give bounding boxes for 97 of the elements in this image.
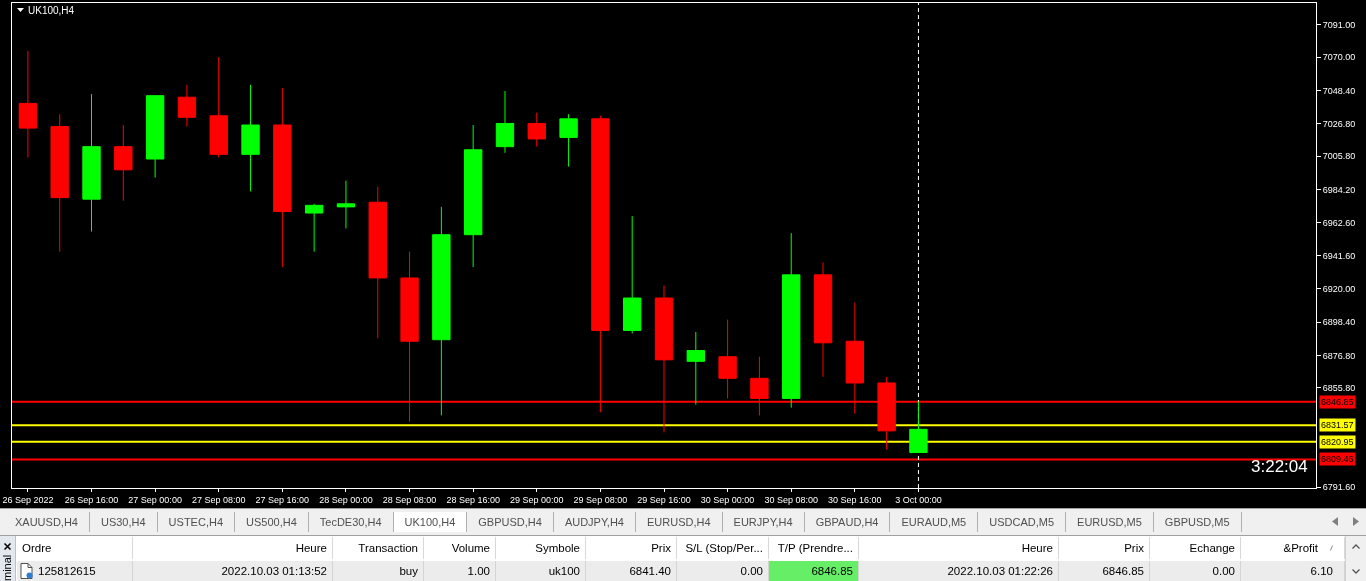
- text: US30,H4: [89, 512, 158, 532]
- text: GBPAUD,H4: [804, 512, 891, 532]
- candlestick: [813, 261, 833, 378]
- category-label: Volume: [424, 537, 496, 559]
- category-label: Heure: [859, 537, 1059, 559]
- candlestick: [114, 124, 133, 202]
- candlestick: [909, 401, 928, 453]
- ref-line-label: 6820.95: [1321, 437, 1354, 447]
- candlestick: [432, 206, 451, 416]
- category-label: T/P (Prendre...: [769, 537, 859, 559]
- x-tick-label: 30 Sep 16:00: [828, 494, 882, 505]
- category-label: Ordre: [17, 537, 133, 559]
- y-tick-label: 6876.80: [1322, 350, 1356, 361]
- candlestick: [336, 180, 356, 230]
- text: EURJPY,H4: [722, 512, 805, 532]
- text: US500,H4: [235, 512, 309, 532]
- ref-line-label: 6831.57: [1321, 420, 1354, 430]
- text: EURAUD,M5: [890, 512, 979, 532]
- category-label: Prix: [1059, 537, 1150, 559]
- x-tick-label: 30 Sep 00:00: [700, 494, 755, 505]
- category-label: Prix: [586, 537, 677, 559]
- y-tick-label: 6962.60: [1322, 218, 1356, 229]
- candlestick: [145, 95, 165, 179]
- category-label: 6846.85: [769, 561, 859, 581]
- y-tick-label: 7026.80: [1322, 118, 1356, 129]
- x-tick-label: 28 Sep 00:00: [319, 494, 373, 505]
- category-label: 2022.10.03 01:22:26: [859, 561, 1059, 581]
- candlestick: [50, 113, 69, 253]
- y-tick-label: 7091.00: [1322, 19, 1356, 30]
- candlestick: [463, 124, 483, 268]
- candlestick: [177, 84, 197, 128]
- category-label: 2022.10.03 01:13:52: [133, 561, 333, 581]
- category-label: 0.00: [677, 561, 769, 581]
- x-tick-label: 29 Sep 08:00: [573, 494, 628, 505]
- category-label: &Profit: [1241, 537, 1345, 559]
- x-tick-label: 29 Sep 00:00: [510, 494, 564, 505]
- x-tick-label: 27 Sep 16:00: [255, 494, 310, 505]
- candlestick: [209, 56, 228, 158]
- annotation: 3:22:04: [1251, 457, 1308, 476]
- category-label: Symbole: [496, 537, 586, 559]
- candlestick: [273, 87, 292, 268]
- candlestick: [782, 232, 801, 409]
- category-label: buy: [333, 561, 424, 581]
- category-label: 125812615: [17, 561, 133, 581]
- text: UK100,H4: [393, 512, 468, 532]
- candlestick: [304, 203, 324, 253]
- category-label: 1.00: [424, 561, 496, 581]
- x-tick-label: 26 Sep 16:00: [64, 494, 119, 505]
- category-label: Echange: [1150, 537, 1241, 559]
- ref-line-label: 6809.46: [1321, 454, 1354, 464]
- x-tick-label: 27 Sep 08:00: [191, 494, 246, 505]
- x-tick-label: 27 Sep 00:00: [128, 494, 182, 505]
- candlestick: [368, 186, 387, 339]
- text: USDCAD,M5: [978, 512, 1067, 532]
- x-tick-label: 28 Sep 16:00: [446, 494, 500, 505]
- text: USTEC,H4: [157, 512, 236, 532]
- category-label: uk100: [496, 561, 586, 581]
- candlestick: [527, 112, 546, 148]
- text: GBPUSD,H4: [467, 512, 554, 532]
- y-tick-label: 6898.40: [1322, 317, 1356, 328]
- candlestick: [559, 113, 578, 168]
- y-tick-label: 6941.60: [1322, 250, 1356, 261]
- y-tick-label: 7005.80: [1322, 151, 1356, 162]
- x-tick-label: 30 Sep 08:00: [764, 494, 818, 505]
- candlestick: [18, 50, 38, 158]
- candlestick: [718, 319, 737, 399]
- text: EURUSD,H4: [636, 512, 723, 532]
- text: AUDJPY,H4: [553, 512, 636, 532]
- y-tick-label: 6920.00: [1322, 283, 1356, 294]
- category-label: S/L (Stop/Per...: [677, 537, 769, 559]
- category-label: 6846.85: [1059, 561, 1150, 581]
- candlestick: [495, 90, 515, 154]
- category-label: 0.00: [1150, 561, 1241, 581]
- x-tick-label: 3 Oct 00:00: [895, 494, 942, 505]
- candlestick: [623, 215, 642, 335]
- category-label: Heure: [133, 537, 333, 559]
- category-label: 6.10: [1241, 561, 1345, 581]
- y-tick-label: 6791.60: [1322, 482, 1356, 493]
- text: minal: [1, 554, 13, 581]
- category-label: Transaction: [333, 537, 424, 559]
- candlestick: [82, 93, 101, 233]
- ref-line-label: 6846.85: [1321, 397, 1354, 407]
- candlestick: [686, 331, 705, 406]
- text: GBPUSD,M5: [1153, 512, 1242, 532]
- text: XAUUSD,H4: [4, 512, 90, 532]
- x-tick-label: 26 Sep 2022: [2, 494, 54, 505]
- x-tick-label: 29 Sep 16:00: [637, 494, 691, 505]
- category-label: 6841.40: [586, 561, 677, 581]
- x-tick-label: 28 Sep 08:00: [382, 494, 437, 505]
- text: EURUSD,M5: [1066, 512, 1154, 532]
- y-tick-label: 6984.20: [1322, 184, 1356, 195]
- text: TecDE30,H4: [308, 512, 394, 532]
- candlestick: [241, 84, 260, 192]
- y-tick-label: 6855.80: [1322, 383, 1356, 394]
- chart-title: UK100,H4: [28, 4, 75, 16]
- y-tick-label: 7070.00: [1322, 52, 1356, 63]
- y-tick-label: 7048.40: [1322, 85, 1356, 96]
